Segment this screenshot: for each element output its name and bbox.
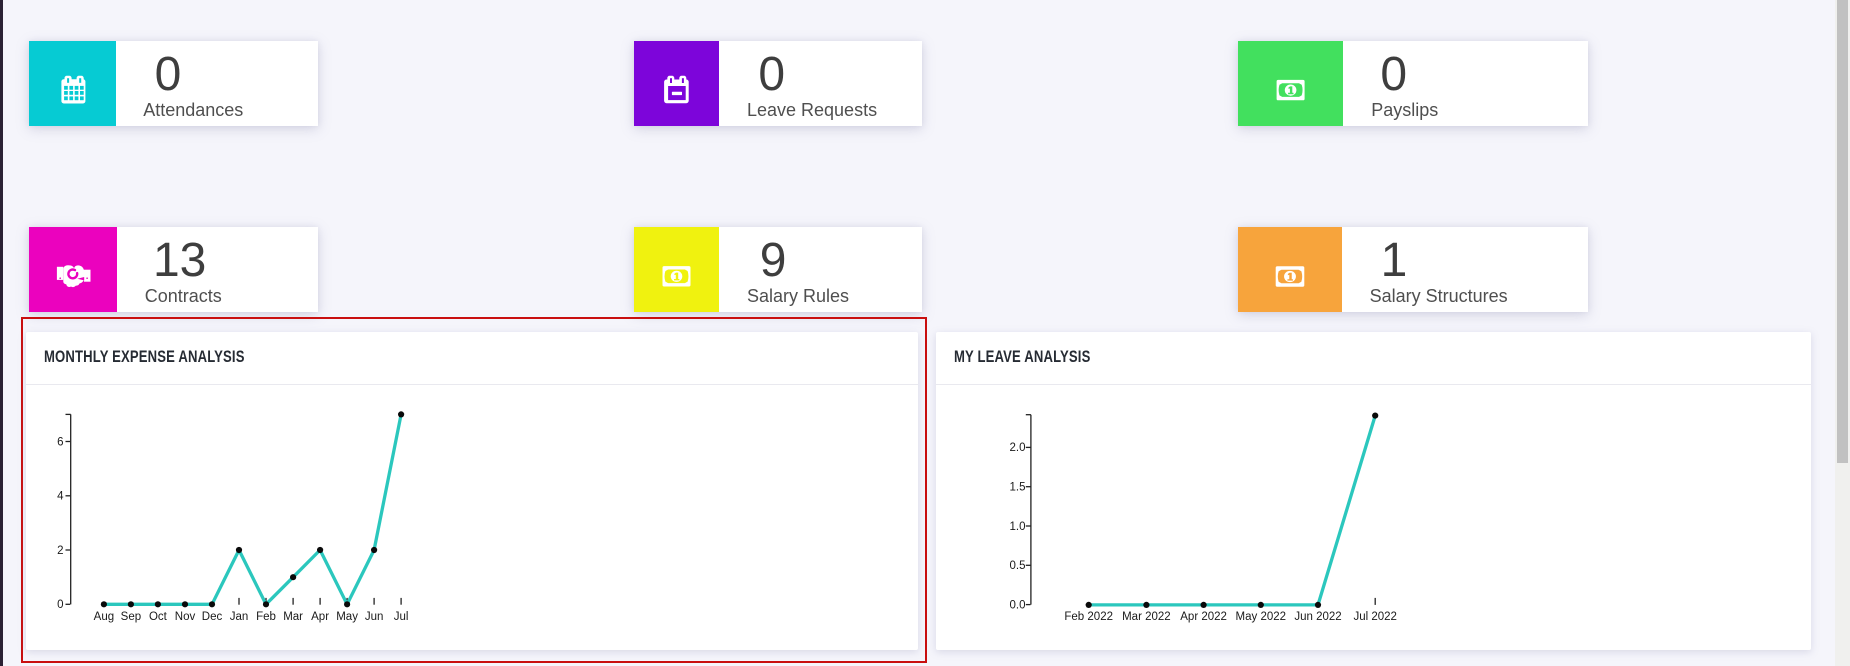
svg-text:Sep: Sep [121, 610, 141, 622]
svg-text:Nov: Nov [175, 610, 196, 622]
svg-text:Mar 2022: Mar 2022 [1122, 610, 1171, 622]
svg-text:0.0: 0.0 [1009, 599, 1025, 611]
svg-text:Apr: Apr [311, 610, 329, 622]
svg-text:Jun: Jun [365, 610, 384, 622]
svg-text:0.5: 0.5 [1009, 560, 1025, 572]
svg-text:Mar: Mar [283, 610, 303, 622]
svg-text:6: 6 [57, 436, 63, 448]
svg-text:Jul: Jul [394, 610, 409, 622]
svg-text:Feb: Feb [256, 610, 276, 622]
svg-text:Feb 2022: Feb 2022 [1064, 610, 1113, 622]
svg-text:May: May [337, 610, 359, 622]
svg-text:Aug: Aug [94, 610, 114, 622]
svg-text:4: 4 [57, 490, 64, 502]
svg-text:0: 0 [57, 599, 63, 611]
svg-text:1.0: 1.0 [1009, 520, 1025, 532]
svg-text:Jan: Jan [230, 610, 249, 622]
svg-text:Oct: Oct [149, 610, 168, 622]
svg-text:Dec: Dec [202, 610, 223, 622]
svg-text:2: 2 [57, 544, 63, 556]
svg-text:2.0: 2.0 [1009, 442, 1025, 454]
svg-text:Apr 2022: Apr 2022 [1180, 610, 1227, 622]
svg-text:Jul 2022: Jul 2022 [1353, 610, 1396, 622]
svg-text:1.5: 1.5 [1009, 481, 1025, 493]
svg-text:Jun 2022: Jun 2022 [1294, 610, 1341, 622]
svg-text:May 2022: May 2022 [1235, 610, 1286, 622]
